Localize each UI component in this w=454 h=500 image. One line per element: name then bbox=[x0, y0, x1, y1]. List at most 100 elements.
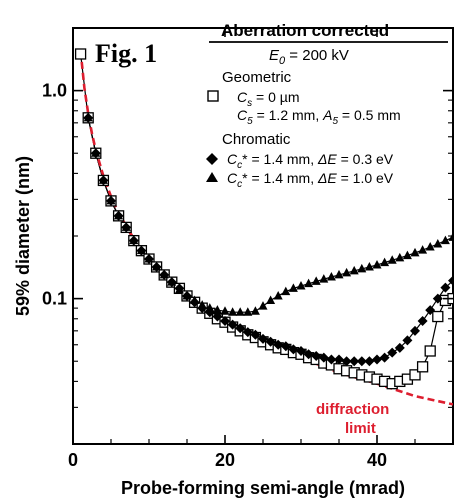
triangle-point bbox=[304, 278, 314, 288]
legend-cc-value-1: * = 1.4 mm, bbox=[242, 151, 318, 167]
triangle-point bbox=[197, 300, 207, 309]
legend: Aberration corrected E0 = 200 kV Geometr… bbox=[206, 21, 448, 190]
legend-cc-subscript-2: c bbox=[237, 179, 242, 190]
triangle-point bbox=[448, 232, 453, 241]
legend-diamond-marker bbox=[206, 153, 218, 165]
triangle-point bbox=[380, 257, 390, 267]
triangle-point bbox=[212, 305, 222, 314]
triangle-point bbox=[250, 306, 260, 315]
legend-a5-subscript: 5 bbox=[332, 116, 338, 127]
diamond-point bbox=[227, 319, 238, 330]
triangle-point bbox=[288, 283, 298, 292]
diamond-point bbox=[448, 275, 453, 286]
diffraction-annotation-line2: limit bbox=[345, 420, 376, 437]
triangle-point bbox=[410, 247, 420, 257]
triangle-point bbox=[342, 267, 352, 277]
diamond-point bbox=[326, 354, 337, 365]
legend-c5-symbol: C bbox=[237, 107, 248, 123]
diamond-point bbox=[212, 311, 223, 322]
legend-geometric-header: Geometric bbox=[222, 69, 292, 86]
open-square-point bbox=[409, 369, 421, 381]
diamond-point bbox=[432, 293, 443, 304]
legend-geometric-line1: Cs = 0 µm bbox=[237, 89, 299, 109]
triangle-point bbox=[152, 261, 162, 271]
triangle-point bbox=[273, 290, 283, 300]
legend-open-square-marker bbox=[207, 90, 219, 102]
triangle-point bbox=[349, 265, 359, 275]
triangle-point bbox=[395, 252, 405, 262]
triangle-point bbox=[129, 235, 139, 245]
diamond-point bbox=[334, 354, 344, 365]
triangle-point bbox=[190, 295, 200, 304]
diamond-point bbox=[387, 347, 398, 358]
legend-a5-symbol: A bbox=[322, 107, 332, 123]
diffraction-annotation-line1: diffraction bbox=[316, 401, 389, 418]
diamond-point bbox=[311, 350, 322, 361]
legend-geometric-line2: C5 = 1.2 mm, A5 = 0.5 mm bbox=[237, 107, 401, 127]
diamond-point bbox=[417, 316, 428, 327]
diamond-point bbox=[341, 356, 352, 367]
diamond-point bbox=[250, 329, 261, 340]
triangle-point bbox=[121, 222, 131, 231]
triangle-point bbox=[402, 250, 412, 260]
triangle-point bbox=[425, 242, 435, 251]
x-axis-label: Probe-forming semi-angle (mrad) bbox=[121, 478, 405, 498]
legend-chromatic-header: Chromatic bbox=[222, 131, 291, 148]
triangle-point bbox=[235, 307, 245, 316]
legend-de-symbol-1: ΔE bbox=[317, 151, 337, 167]
diamond-point bbox=[220, 316, 230, 327]
open-square-point bbox=[424, 345, 436, 357]
diamond-point bbox=[296, 345, 306, 356]
diamond-point bbox=[258, 333, 268, 344]
triangle-point bbox=[106, 195, 116, 205]
legend-de-symbol-2: ΔE bbox=[317, 170, 337, 186]
triangle-point bbox=[205, 303, 215, 312]
legend-a5-value: = 0.5 mm bbox=[338, 107, 401, 123]
triangle-point bbox=[91, 148, 101, 157]
diamond-point bbox=[235, 323, 246, 334]
triangle-point bbox=[228, 307, 238, 316]
legend-de-value-2: = 1.0 eV bbox=[337, 170, 394, 186]
y-tick-label: 0.1 bbox=[42, 289, 67, 309]
x-tick-label: 40 bbox=[367, 450, 387, 470]
triangle-point bbox=[220, 306, 230, 315]
legend-e0-value: = 200 kV bbox=[285, 47, 349, 64]
triangle-point bbox=[319, 274, 329, 283]
legend-cc-value-2: * = 1.4 mm, bbox=[242, 170, 318, 186]
diamond-point bbox=[372, 354, 382, 365]
y-axis-label: 59% diameter (nm) bbox=[13, 156, 33, 316]
legend-chromatic-line2: Cc* = 1.4 mm, ΔE = 1.0 eV bbox=[227, 170, 394, 190]
diamond-point bbox=[280, 341, 291, 352]
triangle-point bbox=[311, 276, 321, 285]
legend-e0: E0 = 200 kV bbox=[269, 47, 349, 67]
triangle-point bbox=[440, 235, 450, 245]
triangle-point bbox=[387, 255, 397, 264]
x-tick-label: 20 bbox=[215, 450, 235, 470]
triangle-point bbox=[136, 245, 146, 255]
diamond-point bbox=[394, 342, 405, 353]
y-tick-label: 1.0 bbox=[42, 81, 67, 101]
triangle-point bbox=[182, 290, 192, 300]
legend-cs-value: = 0 µm bbox=[252, 89, 299, 105]
x-tick-label: 0 bbox=[68, 450, 78, 470]
open-square-point bbox=[416, 361, 429, 373]
diamond-point bbox=[265, 336, 276, 347]
open-square-point bbox=[74, 48, 87, 60]
diamond-point bbox=[288, 344, 299, 355]
triangle-point bbox=[83, 112, 93, 122]
legend-cc-symbol-2: C bbox=[227, 170, 238, 186]
series-layer bbox=[74, 48, 453, 406]
legend-e0-symbol: E bbox=[269, 47, 280, 64]
triangle-point bbox=[98, 175, 108, 184]
legend-chromatic-line1: Cc* = 1.4 mm, ΔE = 0.3 eV bbox=[227, 151, 394, 171]
triangle-point bbox=[266, 295, 276, 304]
legend-cs-subscript: s bbox=[247, 98, 252, 109]
open-square-point bbox=[432, 310, 444, 323]
diamond-point bbox=[425, 305, 436, 316]
diamond-point bbox=[410, 325, 420, 336]
diamond-point bbox=[318, 352, 329, 363]
triangle-point bbox=[326, 272, 336, 281]
diamond-point bbox=[242, 327, 253, 338]
triangle-point bbox=[433, 239, 443, 248]
